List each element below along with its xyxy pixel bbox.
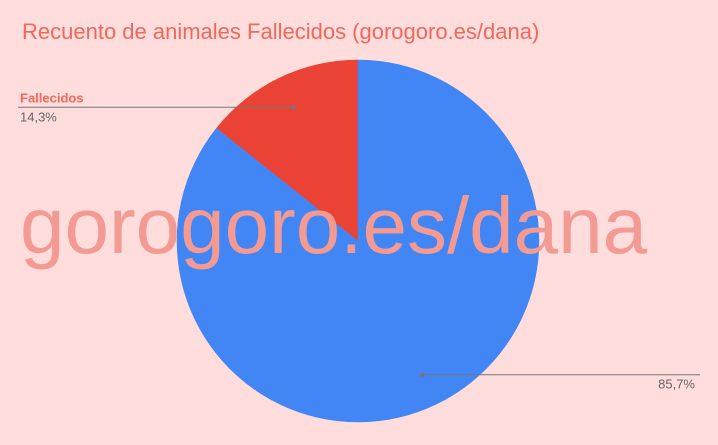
pie-slices [176,59,540,423]
pie-slice-fallecidos[interactable] [216,59,359,242]
slice-name-label: Fallecidos [20,90,84,105]
slice-percent-label: 14,3% [20,109,57,124]
pie-labels: Fallecidos 14,3% 85,7% [18,90,700,392]
slice-percent-label: 85,7% [658,377,695,392]
chart-title: Recuento de animales Fallecidos (gorogor… [22,19,540,44]
watermark-text: gorogoro.es/dana [20,181,648,270]
pie-slice-other[interactable] [176,59,540,423]
